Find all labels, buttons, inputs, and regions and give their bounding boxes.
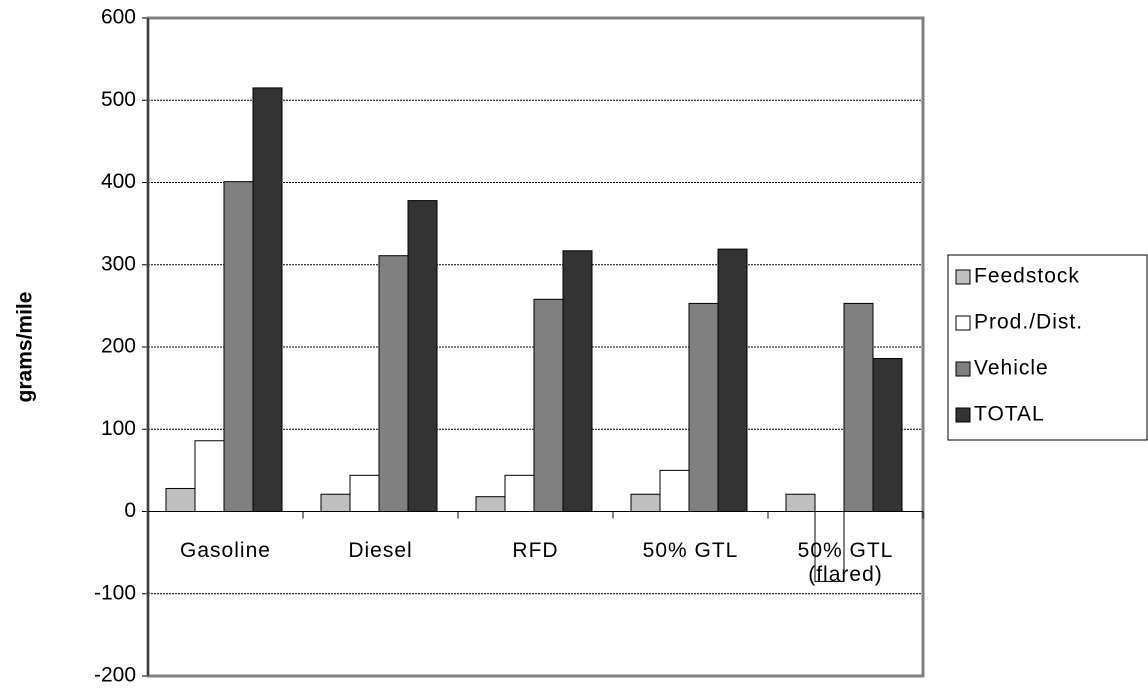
legend-label: TOTAL (974, 403, 1045, 426)
y-tick-label: 0 (124, 499, 136, 522)
legend-swatch (955, 361, 971, 377)
x-tick-label: 50% GTL (flared) (797, 538, 894, 586)
legend-label: Feedstock (974, 265, 1080, 288)
bar (194, 440, 225, 513)
x-tick-label: 50% GTL (642, 538, 739, 562)
bar (785, 493, 816, 513)
bar (475, 496, 506, 513)
bar (562, 250, 593, 513)
y-tick-label: -100 (94, 581, 136, 604)
y-axis-label: grams/mile (14, 292, 37, 403)
bar (814, 511, 845, 582)
legend-swatch (955, 315, 971, 331)
bar (407, 200, 438, 512)
legend-swatch (955, 269, 971, 285)
y-tick-label: 200 (101, 335, 136, 358)
x-tick-label-box: Gasoline (180, 538, 271, 562)
bar (717, 248, 748, 512)
x-tick-label-box: RFD (512, 538, 559, 562)
x-tick-label-box: Diesel (348, 538, 413, 562)
legend-box (947, 254, 1148, 441)
bar (533, 298, 564, 513)
y-tick-label: 400 (101, 170, 136, 193)
bar (349, 474, 380, 512)
bar (659, 469, 690, 512)
bar (223, 181, 254, 513)
bar (252, 87, 283, 512)
x-tick-label: RFD (512, 538, 559, 562)
x-tick-label: Gasoline (180, 538, 271, 562)
y-tick-label: 300 (101, 252, 136, 275)
legend-label: Prod./Dist. (974, 311, 1083, 334)
y-tick-label: 100 (101, 417, 136, 440)
y-tick-label: 500 (101, 88, 136, 111)
bar (872, 358, 903, 513)
bar (378, 255, 409, 512)
bar (320, 493, 351, 513)
y-tick-label: 600 (101, 6, 136, 29)
bar (165, 487, 196, 513)
x-tick-label-box: 50% GTL (flared) (797, 538, 894, 586)
bar (843, 302, 874, 512)
y-tick-label: -200 (94, 664, 136, 687)
x-tick-label: Diesel (348, 538, 413, 562)
legend-label: Vehicle (974, 357, 1049, 380)
bar (630, 493, 661, 513)
legend-swatch (955, 407, 971, 423)
bar (504, 474, 535, 512)
bar (688, 302, 719, 512)
x-tick-label-box: 50% GTL (642, 538, 739, 562)
